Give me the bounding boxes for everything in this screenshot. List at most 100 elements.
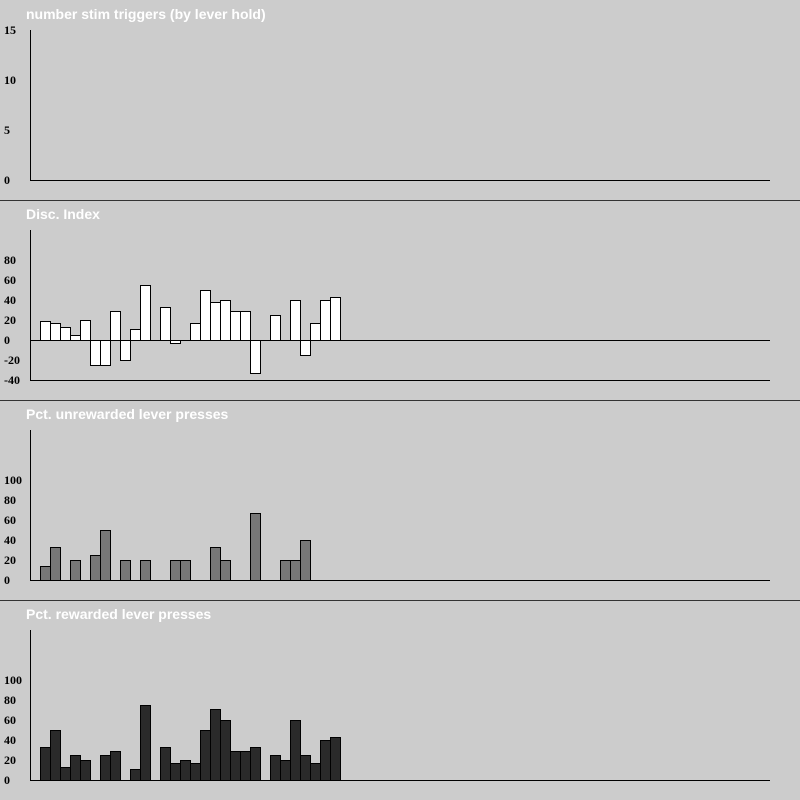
y-tick-label: 40 (4, 533, 16, 547)
panel-title: Pct. rewarded lever presses (26, 606, 211, 622)
bar (40, 566, 51, 581)
y-tick-label: 40 (4, 293, 16, 307)
y-tick-label: 80 (4, 253, 16, 267)
y-tick-label: -40 (4, 373, 20, 387)
bar (70, 335, 81, 341)
y-tick-label: 10 (4, 73, 16, 87)
y-tick-label: 60 (4, 513, 16, 527)
bar (250, 747, 261, 781)
bar (320, 300, 331, 341)
panel-1: number stim triggers (by lever hold) 0 5 10… (4, 6, 770, 187)
bar (130, 769, 141, 781)
y-tick-label: 0 (4, 773, 10, 787)
bar (220, 300, 231, 341)
bar (240, 311, 251, 341)
bar (140, 560, 151, 581)
y-tick-label: 5 (4, 123, 10, 137)
bar (320, 740, 331, 781)
bar (130, 329, 141, 341)
bar (110, 751, 121, 781)
y-tick-label: -20 (4, 353, 20, 367)
bar (90, 555, 101, 581)
bar (210, 709, 221, 781)
bar (230, 311, 241, 341)
bar (250, 513, 261, 581)
bar (40, 747, 51, 781)
panel-2: Disc. Index -40 -20 0 20 40 60 80 (0, 200, 800, 387)
bar (40, 321, 51, 341)
bar (100, 340, 111, 366)
bar (240, 751, 251, 781)
bar (190, 323, 201, 341)
bar (280, 760, 291, 781)
bar (70, 755, 81, 781)
y-tick-label: 40 (4, 733, 16, 747)
y-tick-label: 100 (4, 473, 22, 487)
y-tick-label: 0 (4, 333, 10, 347)
bar (200, 730, 211, 781)
bar (220, 720, 231, 781)
bar (210, 302, 221, 341)
bar (290, 720, 301, 781)
bar (310, 323, 321, 341)
y-tick-label: 0 (4, 573, 10, 587)
bar (290, 300, 301, 341)
bar (190, 763, 201, 781)
bar (70, 560, 81, 581)
y-tick-label: 20 (4, 753, 16, 767)
y-tick-label: 60 (4, 273, 16, 287)
bar (180, 560, 191, 581)
bar (160, 747, 171, 781)
y-tick-label: 60 (4, 713, 16, 727)
bar (270, 755, 281, 781)
bar (110, 311, 121, 341)
bar (60, 767, 71, 781)
bar (120, 340, 131, 361)
y-tick-label: 20 (4, 553, 16, 567)
bar (200, 290, 211, 341)
y-tick-label: 20 (4, 313, 16, 327)
bar (210, 547, 221, 581)
bar (50, 547, 61, 581)
panel-title: Pct. unrewarded lever presses (26, 406, 229, 422)
bar (140, 285, 151, 341)
panel-3: Pct. unrewarded lever presses 0 20 40 60 80 10… (0, 400, 800, 587)
bar (100, 755, 111, 781)
bar (170, 560, 181, 581)
bar (80, 320, 91, 341)
bar (140, 705, 151, 781)
panel-4: Pct. rewarded lever presses 0 20 40 60 80 100 (0, 600, 800, 787)
bar (170, 340, 181, 344)
bar (100, 530, 111, 581)
bar (330, 737, 341, 781)
bar (330, 297, 341, 341)
bar (250, 340, 261, 374)
bar (300, 755, 311, 781)
y-tick-label: 0 (4, 173, 10, 187)
bar (270, 315, 281, 341)
bar (90, 340, 101, 366)
y-tick-label: 15 (4, 23, 16, 37)
bar (300, 340, 311, 356)
bar (230, 751, 241, 781)
bar (80, 760, 91, 781)
y-tick-label: 80 (4, 693, 16, 707)
bar (300, 540, 311, 581)
bar (280, 560, 291, 581)
bar (220, 560, 231, 581)
bar (120, 560, 131, 581)
bar (310, 763, 321, 781)
bar (160, 307, 171, 341)
panel-title: Disc. Index (26, 206, 100, 222)
y-tick-label: 100 (4, 673, 22, 687)
bar (180, 760, 191, 781)
panel-title: number stim triggers (by lever hold) (26, 6, 266, 22)
bar (170, 763, 181, 781)
bar (50, 730, 61, 781)
bar (60, 327, 71, 341)
bar (50, 323, 61, 341)
y-tick-label: 80 (4, 493, 16, 507)
bar (290, 560, 301, 581)
